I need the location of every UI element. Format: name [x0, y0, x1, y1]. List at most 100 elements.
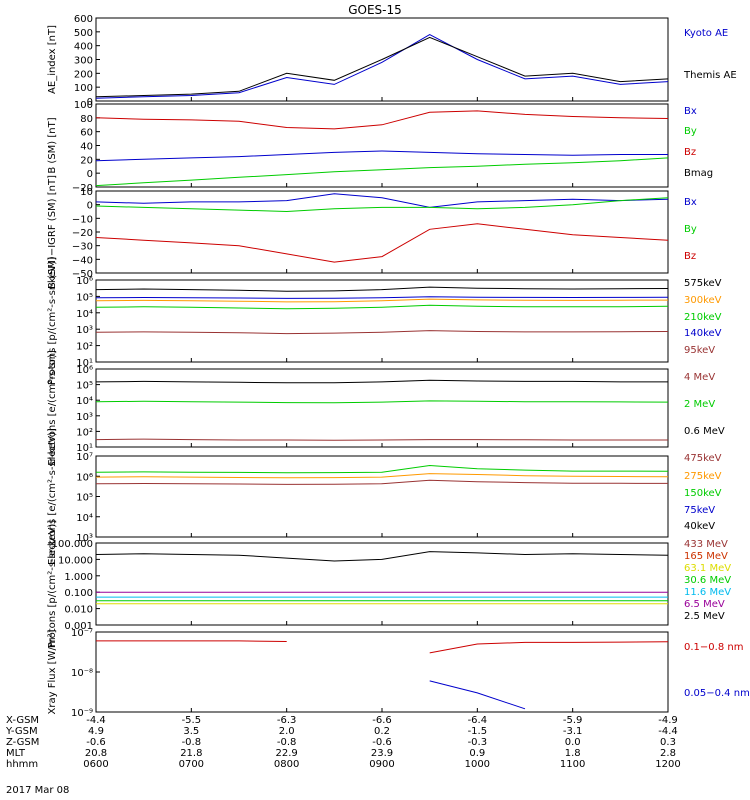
y-tick-label: 100: [74, 100, 93, 111]
footer-cell: 1000: [464, 759, 491, 770]
footer-cell: 2.8: [660, 748, 676, 759]
footer-cell: -4.9: [658, 715, 678, 726]
legend-entry: 210keV: [684, 312, 722, 323]
y-tick-label: 10⁴: [76, 513, 93, 524]
y-tick-label: 10³: [76, 325, 93, 336]
series-line: [95, 438, 668, 441]
series-line: [95, 197, 669, 213]
y-tick-label: 10¹: [76, 443, 93, 454]
y-tick-label: 10⁵: [76, 292, 93, 303]
footer-cell: -4.4: [658, 726, 678, 737]
y-tick-label: 10⁶: [76, 472, 93, 483]
legend-entry: Bx: [684, 197, 697, 208]
y-tick-label: 10³: [76, 533, 93, 544]
series-line: [429, 680, 526, 710]
panel-3: 10 0 −10 −20 −30 −40 −50 B (SM)−IGRF (SM) [nT] B…: [47, 175, 697, 289]
y-axis-label: B (SM)−IGRF (SM) [nT]: [47, 175, 58, 289]
y-tick-label: 0.100: [64, 588, 93, 599]
series-line: [95, 304, 669, 310]
y-axis-label: B (SM) [nT]: [47, 117, 58, 173]
y-axis-label: Protons [p/(cm²-s-sr-keV)]: [47, 257, 58, 385]
footer-cell: -6.3: [276, 715, 297, 726]
y-tick-label: 0.001: [64, 621, 93, 632]
series-line: [95, 223, 669, 263]
y-tick-label: 10²: [76, 427, 93, 438]
y-tick-label: 10⁻⁷: [71, 628, 93, 639]
y-tick-label: 0: [87, 201, 93, 212]
series-line: [95, 296, 669, 299]
y-tick-label: 40: [80, 142, 93, 153]
footer-cell: 0.2: [374, 726, 390, 737]
y-tick-label: 600: [74, 14, 93, 25]
legend-entry: Kyoto AE: [684, 28, 728, 39]
footer-cell: -6.4: [467, 715, 488, 726]
y-tick-label: 0: [87, 97, 93, 108]
panel-frame: [95, 190, 669, 274]
footer-cell: -0.6: [86, 737, 106, 748]
y-axis-label: Electrons [e/(cm²-s-sr-keV)]: [47, 428, 58, 565]
chart-title: GOES-15: [348, 3, 402, 17]
footer-cell: -5.9: [562, 715, 583, 726]
series-line: [95, 479, 669, 485]
series-line: [95, 473, 669, 479]
y-tick-label: 0.010: [64, 605, 93, 616]
legend-entry: 475keV: [684, 453, 722, 464]
panel-frame: [95, 631, 669, 713]
footer-cell: 1200: [655, 759, 681, 770]
panel-frame: [95, 455, 669, 538]
legend-entry: 165 MeV: [684, 551, 728, 562]
footer-cell: 20.8: [84, 748, 108, 759]
y-tick-label: 10¹: [76, 358, 93, 369]
y-tick-label: 300: [74, 56, 93, 67]
legend-entry: 575keV: [684, 278, 722, 289]
y-tick-label: −30: [72, 242, 93, 253]
footer-row-label: Y-GSM: [6, 726, 38, 737]
legend-entry: Bx: [684, 106, 697, 117]
legend-entry: 0.05−0.4 nm: [684, 688, 750, 699]
footer-cell: 4.9: [88, 726, 104, 737]
legend-entry: 40keV: [684, 521, 715, 532]
panel-frame: [95, 279, 669, 363]
y-tick-label: 1.000: [64, 572, 93, 583]
y-tick-label: 10²: [76, 342, 93, 353]
y-tick-label: −20: [72, 228, 93, 239]
y-tick-label: −50: [72, 269, 93, 280]
footer-cell: 23.9: [370, 748, 394, 759]
legend-entry: 2 MeV: [684, 399, 715, 410]
footer-cell: 21.8: [180, 748, 203, 759]
y-axis-label: Protons [p/(cm²-s-sr-keV)]: [47, 520, 58, 648]
legend-entry: 433 MeV: [684, 539, 728, 550]
y-axis-label: AE_index [nT]: [47, 25, 58, 94]
y-tick-label: 10⁴: [76, 309, 93, 320]
legend-entry: 0.1−0.8 nm: [684, 642, 743, 653]
y-tick-label: 10⁷: [76, 452, 93, 463]
y-tick-label: 10⁻⁹: [71, 708, 93, 719]
y-tick-label: 10⁶: [76, 276, 93, 287]
series-line: [95, 110, 669, 130]
footer-cell: 1100: [559, 759, 586, 770]
y-tick-label: 10³: [76, 412, 93, 423]
series-line: [95, 400, 669, 404]
legend-entry: 150keV: [684, 488, 722, 499]
series-line: [95, 34, 669, 99]
y-tick-label: 0: [87, 169, 93, 180]
y-tick-label: 10⁴: [76, 396, 93, 407]
y-tick-label: 10⁻⁸: [71, 668, 93, 679]
series-line: [95, 286, 669, 292]
legend-entry: 140keV: [684, 328, 722, 339]
legend-entry: 300keV: [684, 295, 722, 306]
footer-cell: 0.9: [469, 748, 486, 759]
footer-cell: 0.0: [564, 737, 581, 748]
panel-8: 10⁻⁷ 10⁻⁸ 10⁻⁹ Xray Flux [W/m²] 0.1−0.8 nm 0.…: [47, 628, 750, 719]
footer-cell: 3.5: [183, 726, 200, 737]
legend-entry: By: [684, 224, 697, 235]
footer-cell: -1.5: [467, 726, 488, 737]
legend-entry: 75keV: [684, 505, 715, 516]
y-tick-label: 10: [80, 187, 93, 198]
footer-row-label: X-GSM: [6, 715, 40, 726]
series-line: [95, 36, 669, 98]
footer-row-label: MLT: [6, 748, 25, 759]
series-line: [95, 298, 669, 303]
